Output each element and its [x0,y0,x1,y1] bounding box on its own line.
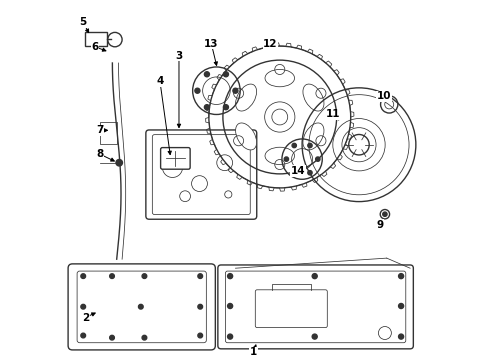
Circle shape [223,105,228,110]
Bar [101,122,117,144]
Circle shape [307,143,311,148]
Text: 9: 9 [376,220,383,230]
Ellipse shape [235,84,256,111]
Text: 6: 6 [91,42,99,52]
Circle shape [291,171,296,175]
Circle shape [315,157,319,161]
Text: 4: 4 [156,76,163,86]
Circle shape [142,336,146,340]
Circle shape [198,333,202,338]
Circle shape [109,274,114,279]
Circle shape [81,274,85,279]
Bar [85,32,107,46]
Circle shape [382,212,386,216]
Text: 14: 14 [290,166,305,176]
Circle shape [227,274,232,279]
Ellipse shape [264,147,294,165]
Circle shape [198,274,202,279]
Text: 2: 2 [81,312,89,323]
FancyBboxPatch shape [218,265,412,349]
FancyBboxPatch shape [160,148,190,169]
FancyBboxPatch shape [145,130,256,219]
Ellipse shape [348,135,368,155]
Circle shape [291,143,296,148]
Text: 11: 11 [325,109,339,120]
Circle shape [109,336,114,340]
Circle shape [311,274,317,279]
Circle shape [142,274,146,279]
Ellipse shape [303,123,323,150]
FancyBboxPatch shape [68,264,215,350]
Circle shape [284,157,288,161]
Circle shape [116,159,122,166]
Circle shape [223,72,228,77]
Circle shape [138,305,143,309]
Circle shape [311,334,317,339]
Text: 13: 13 [203,39,218,49]
Text: 5: 5 [80,17,87,27]
Circle shape [227,303,232,309]
Circle shape [398,274,403,279]
Ellipse shape [235,123,256,150]
Ellipse shape [303,84,323,111]
Circle shape [398,303,403,309]
Text: 7: 7 [96,125,103,135]
Ellipse shape [264,69,294,87]
Circle shape [81,333,85,338]
Text: 1: 1 [249,347,257,357]
Circle shape [195,88,200,93]
Circle shape [204,105,209,110]
Text: 8: 8 [96,149,103,159]
Circle shape [232,88,238,93]
Circle shape [307,171,311,175]
Circle shape [398,334,403,339]
Circle shape [227,334,232,339]
Circle shape [198,305,202,309]
Text: 3: 3 [175,51,182,61]
Circle shape [204,72,209,77]
Text: 10: 10 [376,91,390,102]
Text: 12: 12 [263,39,277,49]
Circle shape [81,305,85,309]
